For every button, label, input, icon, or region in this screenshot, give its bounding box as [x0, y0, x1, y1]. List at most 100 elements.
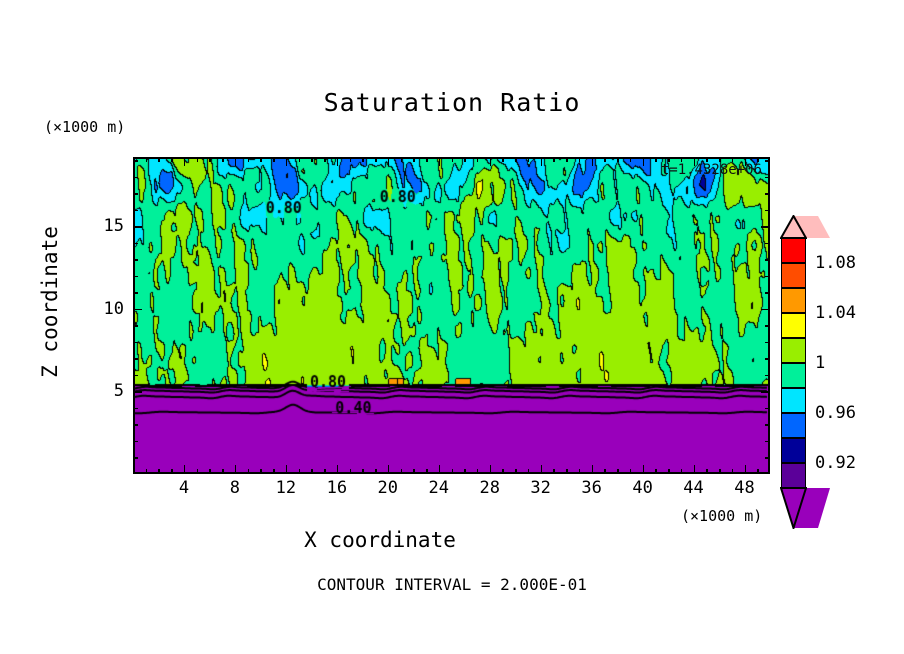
- x-tick: [451, 469, 453, 474]
- x-tick: [617, 469, 619, 474]
- x-tick-label: 32: [530, 478, 551, 498]
- x-tick: [731, 469, 734, 474]
- x-tick: [171, 469, 173, 474]
- y-tick: [133, 424, 138, 426]
- y-tick: [133, 341, 138, 344]
- x-tick: [591, 465, 594, 474]
- x-tick: [311, 469, 313, 474]
- x-tick: [655, 469, 657, 474]
- x-tick: [222, 469, 224, 474]
- x-tick-label: 40: [632, 478, 653, 498]
- colorbar-label: 1.08: [815, 253, 856, 273]
- colorbar[interactable]: [779, 213, 830, 532]
- colorbar-band: [781, 438, 806, 463]
- x-tick: [247, 469, 250, 474]
- x-tick: [387, 465, 390, 474]
- colorbar-label: 0.96: [815, 403, 856, 423]
- x-tick: [464, 469, 466, 474]
- colorbar-band: [781, 313, 806, 338]
- y-axis-unit-label: (×1000 m): [44, 118, 126, 136]
- colorbar-band: [781, 363, 806, 388]
- y-tick: [133, 209, 138, 212]
- x-tick: [183, 465, 186, 474]
- y-tick: [133, 457, 138, 459]
- x-tick: [209, 469, 211, 474]
- x-tick: [706, 469, 708, 474]
- x-tick: [336, 465, 339, 474]
- y-tick: [133, 391, 142, 393]
- y-tick: [133, 193, 138, 195]
- x-tick: [298, 469, 301, 474]
- colorbar-band: [781, 238, 806, 263]
- x-tick: [502, 469, 504, 474]
- x-tick: [680, 469, 683, 474]
- y-tick: [133, 160, 138, 162]
- x-tick: [285, 465, 288, 474]
- x-axis-unit-label: (×1000 m): [681, 507, 763, 525]
- colorbar-band: [781, 388, 806, 413]
- x-tick: [234, 465, 237, 474]
- y-tick-label: 15: [103, 216, 124, 237]
- x-tick-label: 20: [377, 478, 399, 498]
- y-tick: [133, 308, 142, 311]
- y-tick-label: 10: [103, 298, 124, 319]
- x-tick-label: 48: [734, 478, 755, 498]
- x-axis-title: X coordinate: [304, 528, 456, 552]
- y-tick: [133, 226, 142, 228]
- x-tick: [527, 469, 530, 474]
- contour-interval-caption: CONTOUR INTERVAL = 2.000E-01: [317, 575, 587, 594]
- x-tick-label: 36: [581, 478, 602, 498]
- x-tick: [642, 465, 645, 474]
- x-tick: [629, 469, 632, 474]
- x-tick: [260, 469, 262, 474]
- x-tick: [566, 469, 568, 474]
- x-tick: [426, 469, 428, 474]
- x-tick: [668, 469, 670, 474]
- y-tick: [133, 440, 138, 443]
- x-tick: [693, 465, 696, 474]
- y-tick: [133, 242, 138, 245]
- colorbar-label: 1.04: [815, 303, 856, 323]
- x-tick: [489, 465, 492, 474]
- x-tick-label: 8: [229, 478, 241, 498]
- x-tick-label: 24: [428, 478, 449, 498]
- x-tick: [158, 469, 160, 474]
- page-title: Saturation Ratio: [323, 88, 581, 117]
- x-tick: [744, 465, 747, 474]
- x-tick: [604, 469, 606, 474]
- timestamp-label: t=1.4328e+06: [660, 162, 762, 178]
- x-tick: [349, 469, 352, 474]
- colorbar-under-arrow: [781, 488, 830, 528]
- x-tick: [757, 469, 759, 474]
- x-tick: [324, 469, 326, 474]
- x-tick: [438, 465, 441, 474]
- x-tick: [375, 469, 377, 474]
- y-axis-title: Z coordinate: [38, 226, 62, 378]
- x-tick: [413, 469, 415, 474]
- colorbar-band: [781, 413, 806, 438]
- x-tick: [196, 469, 199, 474]
- y-tick: [133, 358, 138, 360]
- colorbar-band: [781, 263, 806, 288]
- x-tick: [476, 469, 479, 474]
- x-tick-label: 16: [326, 478, 348, 498]
- contour-field-canvas: [135, 159, 768, 472]
- y-tick: [133, 374, 138, 377]
- colorbar-band: [781, 338, 806, 363]
- colorbar-label: 1: [815, 353, 826, 373]
- y-tick: [133, 407, 138, 410]
- x-tick: [145, 469, 148, 474]
- x-tick-label: 12: [275, 478, 297, 498]
- contour-plot-area[interactable]: t=1.4328e+06: [133, 157, 770, 474]
- y-tick: [133, 176, 138, 179]
- colorbar-band: [781, 463, 806, 488]
- x-tick-label: 28: [479, 478, 500, 498]
- x-tick: [273, 469, 275, 474]
- y-tick: [133, 275, 138, 278]
- x-tick: [515, 469, 517, 474]
- x-tick-label: 44: [683, 478, 704, 498]
- y-tick-label: 5: [113, 381, 124, 402]
- x-tick: [719, 469, 721, 474]
- x-tick: [553, 469, 555, 474]
- colorbar-label: 0.92: [815, 453, 856, 473]
